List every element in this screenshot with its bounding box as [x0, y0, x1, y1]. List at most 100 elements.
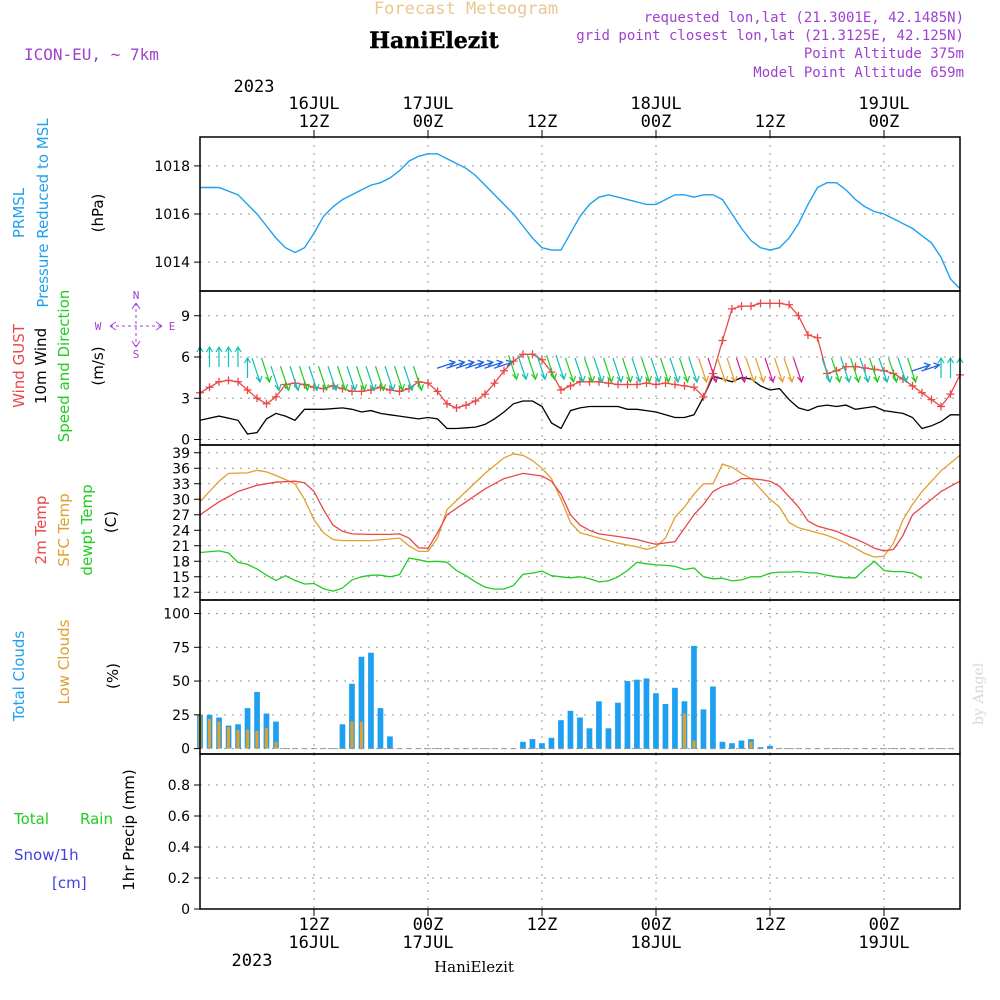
top-time-label: 18JUL [630, 94, 681, 114]
wind-direction-arrow [792, 357, 805, 384]
wind-direction-arrow [921, 362, 941, 372]
temp-panel-labels: 2m Temp SFC Temp dewpt Temp (C) [32, 484, 120, 575]
wind-gust-marker [775, 299, 784, 308]
wind-gust-marker [604, 379, 613, 388]
total-clouds-bar [729, 743, 735, 749]
wind-direction-arrow [849, 357, 862, 384]
total-clouds-bar [358, 656, 365, 749]
wind-direction-arrow [735, 357, 748, 384]
wind-gust-marker [452, 403, 461, 412]
pressure-panel-labels: PRMSL Pressure Reduced to MSL (hPa) [10, 118, 107, 308]
y-tick-label: 21 [172, 539, 190, 555]
wind-gust-marker [756, 299, 765, 308]
y-tick-label: 0.2 [168, 871, 190, 887]
wind-direction-arrow [859, 357, 871, 384]
wind-direction-arrow [279, 366, 292, 392]
wind-direction-arrow [821, 357, 833, 384]
low-clouds-bar [264, 728, 268, 749]
total-clouds-bar [586, 728, 593, 749]
total-clouds-bar [273, 721, 279, 749]
wind-gust-marker [443, 399, 451, 408]
sfc-temp-series-line [199, 453, 961, 558]
low-clouds-bar [245, 729, 249, 749]
y-tick-label: 24 [172, 523, 190, 539]
wind-direction-arrow [436, 359, 457, 369]
wind-direction-arrow [465, 359, 485, 369]
wind-direction-arrow [374, 366, 387, 392]
top-time-label: 17JUL [402, 94, 453, 114]
wind-direction-arrow [946, 356, 955, 378]
low-clouds-bar [350, 721, 354, 749]
wind-gust-marker [680, 381, 689, 390]
wind-gust-marker [908, 381, 917, 390]
point-altitude: Point Altitude 375m [804, 46, 964, 62]
wind-direction-arrow [336, 366, 349, 392]
grid-coords: grid point closest lon,lat (21.3125E, 42… [576, 28, 964, 44]
y-tick-label: 15 [172, 570, 190, 586]
wind-gust-marker [661, 379, 670, 388]
total-clouds-bar [634, 679, 640, 749]
location-title: HaniElezit [369, 28, 499, 54]
total-clouds-bar [244, 708, 251, 749]
wind-direction-arrow [215, 345, 223, 367]
total-clouds-bar [254, 691, 260, 749]
wind-direction-arrow [393, 366, 406, 392]
y-tick-label: 36 [172, 461, 190, 477]
low-clouds-label: Low Clouds [55, 619, 73, 704]
total-clouds-bar [615, 702, 621, 749]
wind-10m-series-line [199, 375, 960, 435]
wind-gust-marker [718, 336, 727, 345]
wind-direction-arrow [707, 357, 719, 384]
wind-gust-marker [234, 377, 242, 386]
wind-direction-arrow [650, 357, 662, 384]
top-time-label: 12Z [299, 112, 330, 132]
y-tick-label: 25 [172, 708, 190, 724]
wind-direction-arrow [365, 366, 377, 392]
wind-gust-marker [690, 383, 698, 392]
pressure-series-line [200, 153, 961, 290]
compass-south: S [133, 348, 140, 361]
wind-direction-arrow [346, 366, 358, 392]
wind-direction-arrow [621, 357, 634, 384]
total-clouds-label: Total Clouds [10, 631, 28, 723]
total-clouds-bar [339, 724, 346, 749]
total-clouds-bar [653, 693, 659, 749]
wind-direction-arrow [455, 359, 476, 369]
wind-gust-marker [794, 311, 803, 320]
total-clouds-bar [691, 645, 697, 749]
wind-gust-marker [528, 350, 537, 359]
data-layer [196, 153, 964, 750]
y-tick-label: 1014 [154, 255, 190, 271]
wind-gust-marker [395, 387, 404, 396]
wind-gust-marker [785, 300, 793, 309]
wind-direction-arrow [640, 357, 653, 384]
wind-direction-arrow [669, 357, 681, 384]
wind-gust-marker [424, 379, 432, 388]
total-clouds-bar [387, 736, 393, 749]
wind-direction-arrow [224, 345, 233, 367]
wind-gust-marker [205, 383, 214, 392]
top-time-label: 16JUL [288, 94, 339, 114]
wind-direction-arrow [545, 355, 558, 381]
wind-direction-arrow [205, 345, 214, 367]
total-clouds-bar [368, 652, 374, 749]
wind-direction-arrow [840, 357, 852, 384]
total-clouds-bar [548, 737, 555, 749]
top-year-label: 2023 [234, 77, 275, 97]
wind-direction-arrow [260, 357, 273, 384]
wind-direction-arrow [602, 357, 615, 384]
bottom-time-label: 12Z [527, 915, 558, 935]
wind-gust-marker [728, 304, 736, 313]
y-tick-label: 1018 [154, 159, 190, 175]
wind-direction-arrow [593, 357, 605, 384]
footer-location: HaniElezit [434, 958, 514, 976]
compass-rose: N S W E [95, 289, 176, 361]
wind-gust-marker [215, 377, 223, 386]
wind-direction-arrow [270, 366, 282, 392]
y-tick-layer: 1014101610180369121518212427303336390255… [154, 159, 200, 918]
model-altitude: Model Point Altitude 659m [753, 65, 964, 81]
low-clouds-bar [226, 727, 230, 749]
wind-direction-arrow [659, 357, 672, 384]
